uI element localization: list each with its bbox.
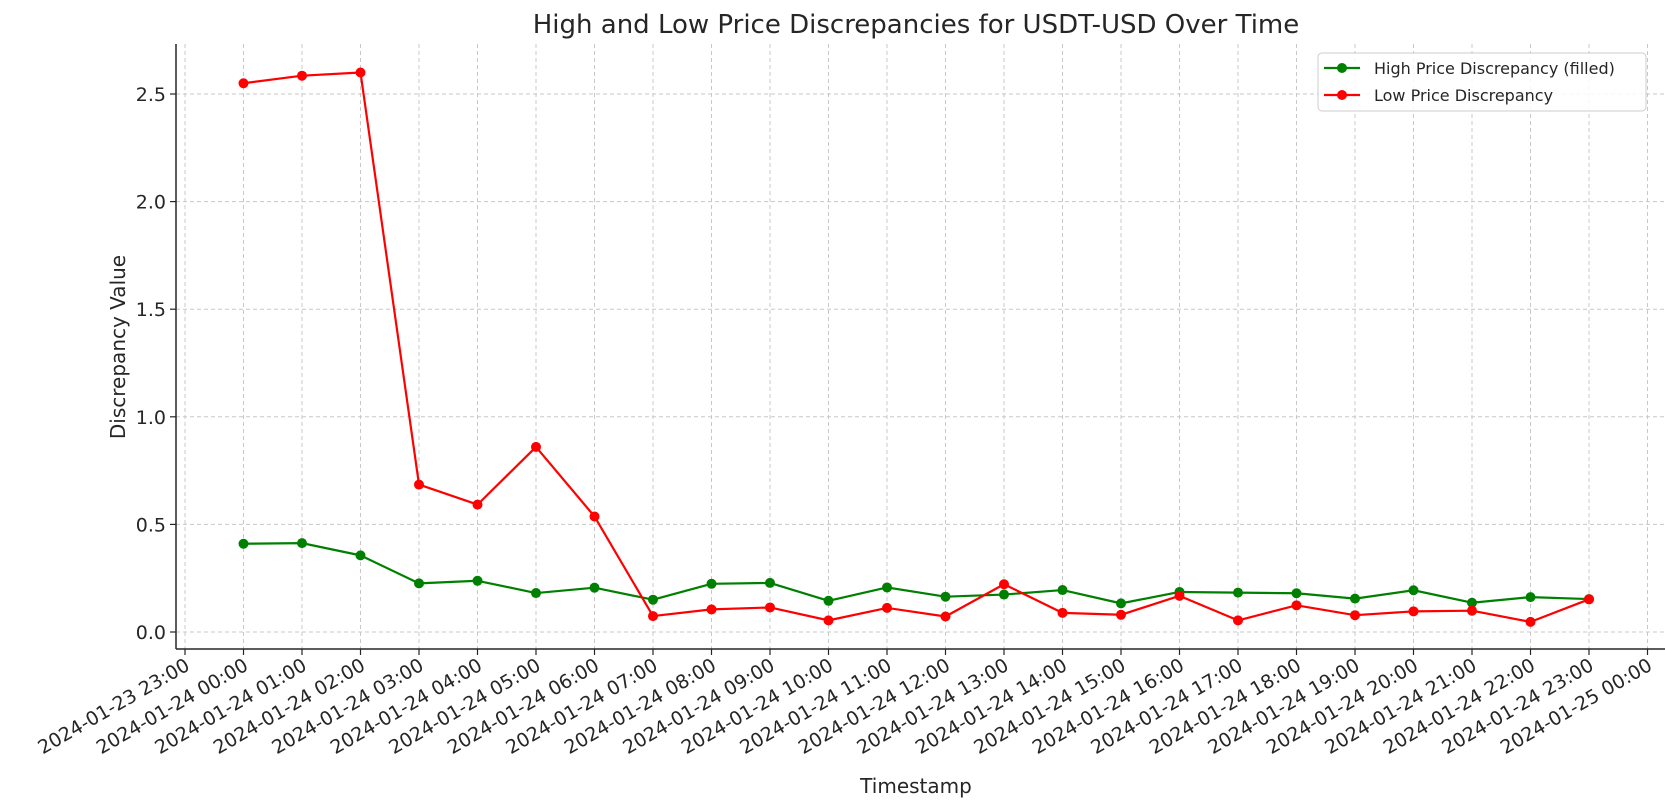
chart-title: High and Low Price Discrepancies for USD… (533, 10, 1300, 40)
data-point (297, 70, 307, 81)
y-tick-label: 0.0 (136, 622, 166, 644)
data-point (1408, 585, 1419, 596)
data-point (472, 499, 483, 510)
legend-low-marker (1337, 90, 1347, 100)
data-point (355, 67, 366, 78)
y-tick-label: 2.0 (136, 192, 166, 214)
data-point (882, 602, 892, 613)
legend-high-marker (1337, 63, 1347, 73)
data-point (414, 578, 424, 589)
axes (175, 44, 1665, 650)
legend-box (1317, 52, 1647, 112)
y-ticks: 0.0 0.5 1.0 1.5 2.0 2.5 (136, 84, 176, 644)
data-point (765, 602, 775, 613)
data-point (940, 591, 951, 602)
y-tick-label: 0.5 (136, 514, 166, 536)
series-line (243, 71, 1590, 623)
data-point (1408, 606, 1419, 617)
data-point (414, 479, 424, 490)
data-point (1467, 597, 1477, 608)
data-point (1584, 594, 1594, 605)
data-point (1525, 616, 1536, 627)
y-axis-label: Discrepancy Value (106, 255, 130, 439)
legend-low-label: Low Price Discrepancy (1374, 86, 1553, 105)
series-1 (238, 67, 1594, 627)
data-point (648, 594, 658, 605)
y-tick-label: 1.5 (136, 299, 166, 321)
data-point (648, 611, 658, 622)
series-line (243, 542, 1590, 605)
data-point (1291, 588, 1302, 599)
data-point (1467, 605, 1477, 616)
data-point (706, 578, 717, 589)
data-point (1233, 615, 1243, 626)
legend-high-label: High Price Discrepancy (filled) (1374, 59, 1615, 78)
data-point (238, 78, 249, 89)
series-0 (238, 538, 1594, 609)
y-tick-label: 1.0 (136, 407, 166, 429)
y-tick-label: 2.5 (136, 84, 166, 106)
data-point (1350, 610, 1360, 621)
data-point (589, 511, 600, 522)
data-point (823, 595, 834, 606)
data-point (472, 575, 483, 586)
data-point (355, 550, 366, 561)
data-point (765, 577, 775, 588)
data-point (1525, 592, 1536, 603)
data-point (999, 579, 1009, 590)
data-point (1291, 600, 1302, 611)
data-point (823, 615, 834, 626)
data-point (882, 582, 892, 593)
data-point (238, 538, 249, 549)
data-point (940, 611, 951, 622)
data-point (1350, 593, 1360, 604)
data-point (1174, 590, 1185, 601)
data-point (531, 588, 541, 599)
data-point (531, 441, 541, 452)
data-point (589, 582, 600, 593)
series-layer (238, 67, 1594, 627)
data-point (706, 604, 717, 615)
data-point (1233, 587, 1243, 598)
data-point (1116, 609, 1126, 620)
data-point (1057, 607, 1068, 618)
x-axis-label: Timestamp (859, 774, 972, 798)
gridlines (176, 44, 1665, 649)
data-point (999, 589, 1009, 600)
data-point (1057, 585, 1068, 596)
data-point (1116, 598, 1126, 609)
legend: High Price Discrepancy (filled) Low Pric… (1317, 52, 1647, 112)
data-point (297, 538, 307, 549)
